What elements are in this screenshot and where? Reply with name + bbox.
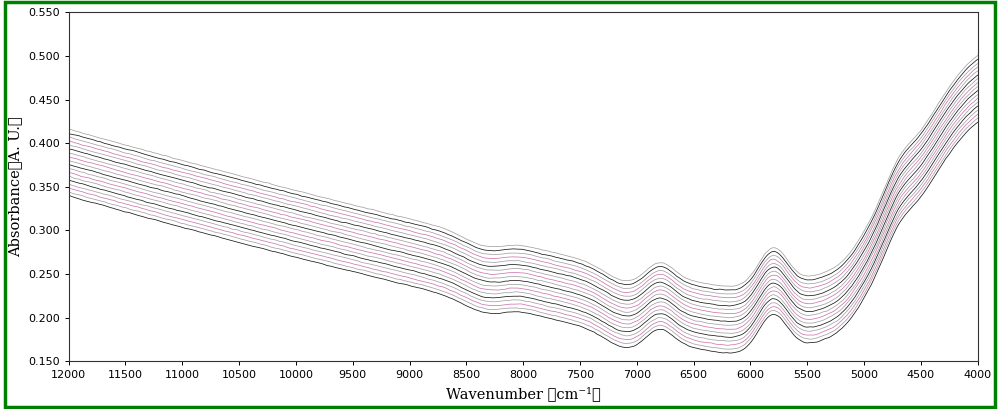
X-axis label: Wavenumber （cm⁻¹）: Wavenumber （cm⁻¹） [446, 386, 601, 401]
Y-axis label: Absorbance（A. U.）: Absorbance（A. U.） [8, 117, 22, 257]
